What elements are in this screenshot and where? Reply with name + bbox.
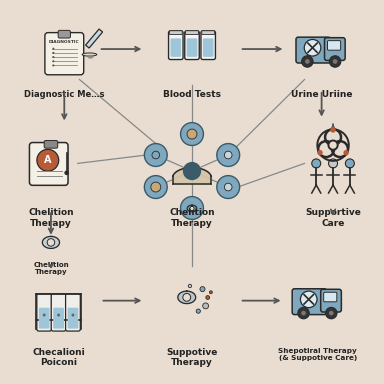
Circle shape	[224, 151, 232, 159]
Circle shape	[47, 238, 55, 246]
Circle shape	[298, 307, 309, 319]
FancyBboxPatch shape	[66, 294, 80, 331]
FancyBboxPatch shape	[68, 308, 78, 329]
Circle shape	[65, 170, 69, 175]
Circle shape	[300, 291, 317, 308]
Text: Supportive
Care: Supportive Care	[305, 209, 361, 228]
Circle shape	[326, 307, 337, 319]
Polygon shape	[187, 205, 197, 212]
Circle shape	[317, 150, 323, 156]
Text: A: A	[44, 155, 51, 165]
FancyBboxPatch shape	[169, 31, 182, 35]
Circle shape	[52, 56, 55, 58]
Circle shape	[330, 127, 336, 133]
Circle shape	[312, 159, 321, 168]
Text: Suppotive
Therapy: Suppotive Therapy	[166, 348, 218, 367]
FancyBboxPatch shape	[44, 141, 58, 148]
Circle shape	[144, 144, 167, 166]
Circle shape	[345, 159, 354, 168]
Circle shape	[52, 48, 55, 50]
FancyBboxPatch shape	[328, 41, 341, 50]
FancyBboxPatch shape	[37, 294, 51, 331]
Circle shape	[224, 183, 232, 191]
Text: Blood Tests: Blood Tests	[163, 90, 221, 99]
Circle shape	[52, 60, 55, 62]
Polygon shape	[42, 237, 60, 248]
FancyBboxPatch shape	[296, 37, 330, 63]
Circle shape	[329, 311, 334, 315]
Circle shape	[328, 141, 338, 150]
FancyBboxPatch shape	[39, 308, 50, 329]
Circle shape	[209, 291, 212, 294]
Circle shape	[203, 303, 209, 309]
Circle shape	[152, 151, 160, 159]
Polygon shape	[173, 167, 211, 184]
Circle shape	[333, 59, 338, 64]
Circle shape	[329, 159, 338, 168]
Circle shape	[71, 314, 74, 316]
Circle shape	[184, 163, 200, 179]
FancyBboxPatch shape	[169, 31, 183, 60]
Circle shape	[188, 284, 192, 288]
Text: DIAGNOSTIC: DIAGNOSTIC	[49, 40, 79, 45]
Circle shape	[305, 59, 310, 64]
Text: Chelition
Therapy: Chelition Therapy	[28, 209, 74, 228]
Circle shape	[180, 197, 204, 219]
FancyBboxPatch shape	[324, 292, 337, 302]
Polygon shape	[86, 29, 103, 48]
Circle shape	[217, 175, 240, 199]
Circle shape	[196, 309, 200, 313]
Circle shape	[329, 56, 341, 67]
FancyBboxPatch shape	[185, 31, 199, 35]
FancyBboxPatch shape	[187, 38, 197, 57]
Circle shape	[57, 314, 60, 316]
Circle shape	[144, 175, 167, 199]
Circle shape	[301, 311, 306, 315]
FancyBboxPatch shape	[292, 289, 326, 314]
Circle shape	[206, 296, 210, 300]
Circle shape	[190, 206, 194, 210]
Circle shape	[37, 149, 59, 171]
Text: Chelition
Therapy: Chelition Therapy	[33, 262, 69, 275]
Text: Urine Uriine: Urine Uriine	[291, 90, 353, 99]
FancyBboxPatch shape	[202, 31, 215, 35]
FancyBboxPatch shape	[51, 294, 66, 331]
Circle shape	[151, 182, 161, 192]
FancyBboxPatch shape	[53, 308, 64, 329]
FancyBboxPatch shape	[58, 30, 70, 38]
Circle shape	[187, 129, 197, 139]
Circle shape	[52, 65, 55, 66]
Text: Chelition
Therapy: Chelition Therapy	[169, 209, 215, 228]
Text: Checalioni
Poiconi: Checalioni Poiconi	[32, 348, 85, 367]
FancyBboxPatch shape	[170, 38, 181, 57]
FancyBboxPatch shape	[201, 31, 215, 60]
Ellipse shape	[82, 53, 97, 56]
FancyBboxPatch shape	[30, 142, 68, 185]
Circle shape	[43, 314, 46, 316]
Circle shape	[217, 144, 240, 166]
FancyBboxPatch shape	[185, 31, 199, 60]
Circle shape	[343, 150, 349, 156]
FancyBboxPatch shape	[45, 33, 84, 75]
Circle shape	[304, 40, 321, 56]
Text: Diagnostic Me…s: Diagnostic Me…s	[24, 90, 104, 99]
Text: Shepotiral Therapy
(& Suppotive Care): Shepotiral Therapy (& Suppotive Care)	[278, 348, 357, 361]
FancyBboxPatch shape	[324, 38, 345, 60]
Circle shape	[180, 122, 204, 146]
Circle shape	[183, 293, 191, 301]
FancyBboxPatch shape	[321, 289, 341, 312]
Circle shape	[200, 286, 205, 291]
Circle shape	[52, 52, 55, 54]
Circle shape	[302, 56, 313, 67]
Polygon shape	[88, 56, 93, 58]
Polygon shape	[178, 291, 196, 304]
FancyBboxPatch shape	[203, 38, 214, 57]
